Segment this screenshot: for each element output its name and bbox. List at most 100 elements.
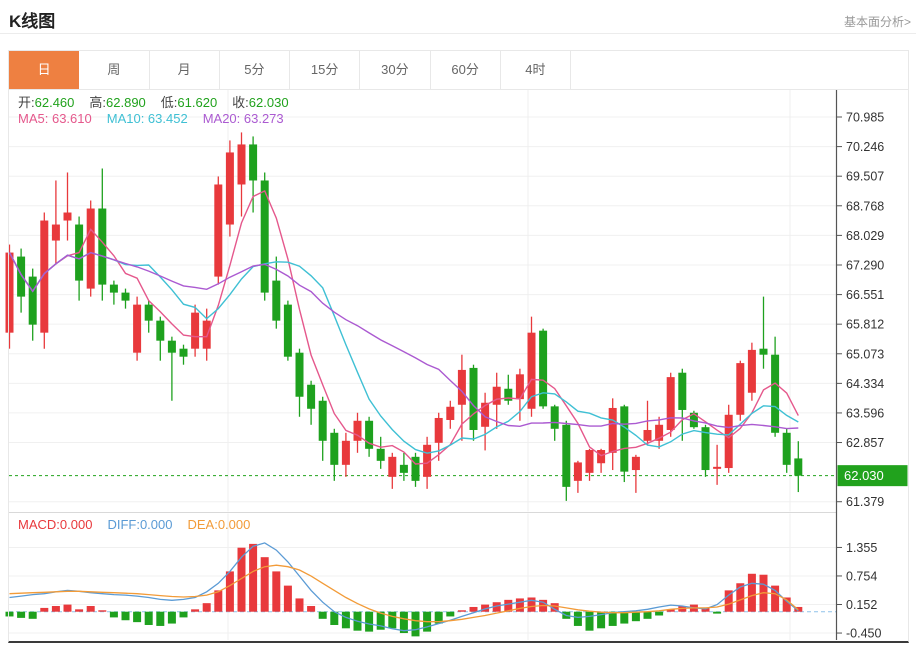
macd-bar: [272, 571, 281, 612]
candle-body: [214, 184, 223, 277]
macd-bar: [655, 611, 664, 616]
macd-bar: [376, 611, 385, 630]
y-axis-label: 65.073: [846, 347, 884, 361]
macd-bar: [457, 610, 466, 612]
macd-bar: [63, 604, 72, 612]
y-axis-label: 70.985: [846, 111, 884, 125]
ohlc-item-高: 高:62.890: [89, 95, 145, 110]
candle-body: [782, 432, 791, 465]
current-price-badge-label: 62.030: [844, 468, 884, 483]
ma-item-MA20: MA20: 63.273: [203, 111, 284, 126]
candle-body: [573, 462, 582, 481]
macd-bar: [86, 606, 95, 612]
macd-item-DEA: DEA:0.000: [187, 517, 250, 532]
macd-bar: [330, 611, 339, 625]
y-axis-label: 70.246: [846, 140, 884, 154]
tab-week[interactable]: 周: [79, 51, 150, 89]
macd-item-MACD: MACD:0.000: [18, 517, 92, 532]
ma5-line: [8, 189, 799, 465]
tab-15min[interactable]: 15分: [290, 51, 361, 89]
macd-bar: [5, 611, 14, 617]
label: DEA:: [187, 517, 218, 532]
diff-line: [9, 542, 799, 632]
candle-body: [469, 367, 478, 430]
candle-body: [771, 354, 780, 433]
macd-bar: [28, 611, 37, 619]
macd-axis-label: 0.754: [846, 569, 877, 583]
candle-body: [202, 320, 211, 349]
value: 0.000: [59, 517, 93, 532]
macd-bar: [98, 610, 107, 612]
candle-body: [330, 432, 339, 465]
macd-bar: [75, 609, 84, 612]
tab-4hour[interactable]: 4时: [500, 51, 571, 89]
candle-body: [759, 348, 768, 355]
value: 62.460: [34, 95, 75, 110]
candle-body: [272, 280, 281, 321]
macd-bar: [724, 590, 733, 612]
macd-bar: [527, 597, 536, 612]
macd-bar: [794, 606, 803, 612]
candle-body: [28, 276, 37, 325]
ma-item-MA5: MA5: 63.610: [18, 111, 92, 126]
macd-bar: [133, 611, 142, 623]
candle-body: [666, 377, 675, 430]
candle-body: [179, 348, 188, 357]
label: MA20:: [202, 111, 244, 126]
macd-bar: [365, 611, 374, 632]
tab-30min[interactable]: 30分: [360, 51, 431, 89]
macd-bar: [446, 611, 455, 617]
macd-bar: [283, 585, 292, 612]
macd-bar: [167, 611, 176, 624]
candle-body: [643, 429, 652, 441]
candle-body: [133, 304, 142, 353]
candle-body: [724, 414, 733, 469]
macd-bar: [109, 611, 118, 618]
candle-body: [620, 406, 629, 472]
macd-bar: [423, 611, 432, 632]
candle-body: [527, 332, 536, 409]
y-axis-label: 68.768: [846, 199, 884, 213]
candle-body: [794, 458, 803, 476]
macd-bar: [121, 611, 130, 621]
candle-body: [655, 424, 664, 441]
macd-bar: [759, 574, 768, 612]
fundamental-analysis-link[interactable]: 基本面分析>: [843, 15, 911, 29]
candle-body: [249, 144, 258, 181]
candle-body: [167, 340, 176, 353]
chart-frame: [8, 50, 909, 643]
macd-bar: [562, 611, 571, 619]
candle-body: [295, 352, 304, 397]
tab-60min[interactable]: 60分: [430, 51, 501, 89]
macd-bar: [260, 557, 269, 612]
macd-bar: [515, 598, 524, 612]
label: 高:: [89, 95, 107, 110]
ohlc-row: 开:62.460 高:62.890 低:61.620 收:62.030: [18, 92, 304, 111]
macd-bar: [237, 547, 246, 612]
label: MACD:: [18, 517, 60, 532]
macd-bar: [689, 604, 698, 612]
candle-body: [504, 388, 513, 401]
y-axis-label: 61.379: [846, 495, 884, 509]
candle-body: [747, 349, 756, 393]
tab-5min[interactable]: 5分: [219, 51, 290, 89]
candle-body: [434, 417, 443, 443]
value: 61.620: [177, 95, 218, 110]
candle-body: [225, 152, 234, 225]
candle-body: [585, 450, 594, 473]
candle-body: [631, 456, 640, 471]
macd-bar: [434, 611, 443, 624]
tab-month[interactable]: 月: [149, 51, 220, 89]
macd-bar: [701, 607, 710, 612]
macd-bar: [40, 607, 49, 612]
macd-bar: [179, 611, 188, 618]
macd-bar: [713, 611, 722, 614]
macd-bar: [631, 611, 640, 622]
y-axis-label: 63.596: [846, 406, 884, 420]
candle-body: [191, 312, 200, 349]
tab-day[interactable]: 日: [9, 51, 80, 89]
candle-body: [457, 369, 466, 405]
macd-bar: [492, 602, 501, 612]
macd-bar: [481, 604, 490, 612]
candle-body: [40, 220, 49, 333]
